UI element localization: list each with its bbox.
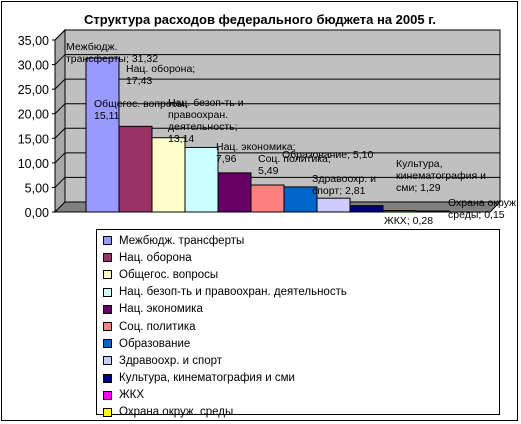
legend-label: ЖКХ: [119, 389, 144, 402]
bar: [316, 197, 351, 213]
legend-swatch: [103, 253, 112, 263]
legend-item: Здравоохр. и спорт: [97, 352, 499, 369]
legend-item: Межбюдж. трансферты: [97, 232, 499, 249]
legend-item: Нац. оборона: [97, 249, 499, 266]
legend-swatch: [103, 339, 112, 349]
data-label: Образование; 5,10: [282, 149, 374, 161]
bar: [151, 137, 186, 213]
bar: [250, 184, 285, 213]
legend-item: Общегос. вопросы: [97, 266, 499, 283]
legend-label: Нац. экономика: [119, 303, 203, 316]
gridline: [54, 103, 500, 115]
legend-swatch: [103, 356, 112, 366]
legend-swatch: [103, 287, 112, 297]
legend-swatch: [103, 236, 112, 246]
legend-label: Здравоохр. и спорт: [119, 354, 223, 367]
y-tick-label: 20,00: [18, 108, 49, 122]
bar: [349, 205, 384, 213]
legend-label: Охрана окруж. среды: [119, 406, 234, 419]
bar: [382, 210, 417, 213]
y-tick-label: 35,00: [18, 34, 49, 48]
data-label: ЖКХ; 0,28: [384, 215, 433, 227]
y-tick-label: 5,00: [25, 181, 49, 195]
legend-label: Общегос. вопросы: [119, 268, 219, 281]
legend-item: ЖКХ: [97, 387, 499, 404]
y-tick-label: 25,00: [18, 83, 49, 97]
bar: [217, 172, 252, 213]
data-label: Общегос. вопросы; 15,11: [94, 98, 187, 122]
data-label: Культура, кинематография и сми; 1,29: [396, 158, 486, 194]
y-tick-label: 10,00: [18, 157, 49, 171]
legend-label: Нац. оборона: [119, 251, 192, 264]
data-label: Межбюдж. трансферты; 31,32: [66, 41, 158, 65]
data-label: Охрана окруж. среды; 0,15: [448, 197, 519, 221]
legend-swatch: [103, 390, 112, 400]
legend-swatch: [103, 304, 112, 314]
legend-item: Нац. экономика: [97, 301, 499, 318]
chart-title: Структура расходов федерального бюджета …: [84, 12, 436, 27]
side-wall: [54, 28, 66, 214]
data-label: Здравоохр. и спорт; 2,81: [312, 173, 376, 197]
bar: [184, 146, 219, 213]
gridline: [54, 176, 500, 188]
legend-label: Соц. политика: [119, 320, 196, 333]
y-tick-label: 15,00: [18, 132, 49, 146]
legend-swatch: [103, 322, 112, 332]
legend-label: Межбюдж. трансферты: [119, 234, 245, 247]
legend-swatch: [103, 373, 112, 383]
legend-item: Охрана окруж. среды: [97, 404, 499, 421]
chart-legend: Межбюдж. трансферты Нац. оборона Общегос. …: [96, 229, 500, 418]
data-label: Соц. политика; 5,49: [258, 153, 331, 177]
bar: [118, 125, 153, 213]
gridline: [54, 78, 500, 90]
legend-label: Культура, кинематография и сми: [119, 372, 295, 385]
bar: [415, 210, 450, 213]
data-label: Нац. экономика; 7,96: [216, 141, 295, 165]
legend-item: Соц. политика: [97, 318, 499, 335]
bar: [85, 57, 120, 213]
gridline: [54, 127, 500, 139]
legend-item: Образование: [97, 335, 499, 352]
gridline: [54, 54, 500, 65]
legend-label: Образование: [119, 337, 191, 350]
gridline: [54, 152, 500, 164]
legend-swatch: [103, 407, 112, 417]
data-label: Нац. безоп-ть и правоохран. деятельность; 1…: [168, 97, 244, 145]
gridline: [54, 29, 500, 41]
legend-swatch: [103, 270, 112, 280]
y-tick-label: 0,00: [25, 206, 49, 220]
legend-item: Культура, кинематография и сми: [97, 370, 499, 387]
legend-label: Нац. безоп-ть и правоохран. деятельность: [119, 286, 347, 299]
data-label: Нац. оборона; 17,43: [126, 63, 195, 87]
legend-item: Нац. безоп-ть и правоохран. деятельность: [97, 284, 499, 301]
y-tick-label: 30,00: [18, 59, 49, 73]
